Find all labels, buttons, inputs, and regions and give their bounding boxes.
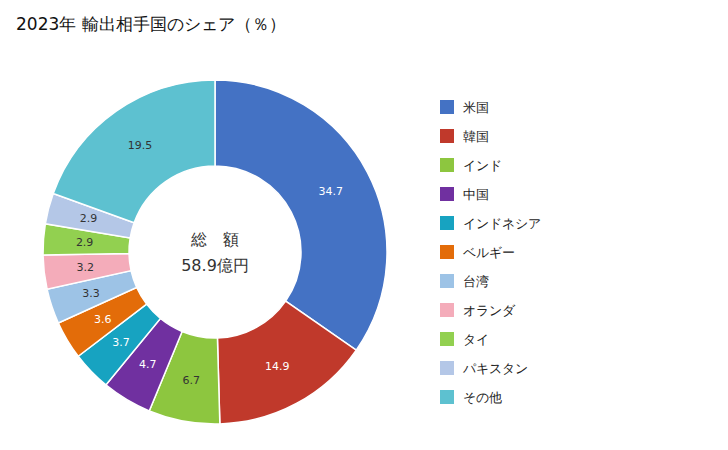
center-label: 58.9億円 bbox=[181, 256, 249, 275]
legend-swatch bbox=[440, 245, 454, 259]
background bbox=[0, 0, 728, 450]
legend-swatch bbox=[440, 361, 454, 375]
legend-label: オランダ bbox=[463, 303, 516, 318]
legend-label: 中国 bbox=[463, 187, 489, 202]
data-label: 3.2 bbox=[76, 261, 94, 274]
data-label: 2.9 bbox=[76, 236, 94, 249]
legend-swatch bbox=[440, 100, 454, 114]
legend-label: その他 bbox=[463, 390, 502, 405]
legend-label: ベルギー bbox=[463, 245, 515, 260]
slice bbox=[217, 301, 356, 424]
data-label: 34.7 bbox=[319, 185, 344, 198]
legend-swatch bbox=[440, 390, 454, 404]
chart-svg: 2023年 輸出相手国のシェア（％） 34.7 14.9 6.7 4.7 3.73.6 3.… bbox=[0, 0, 728, 450]
data-label: 6.7 bbox=[183, 374, 201, 387]
legend-swatch bbox=[440, 158, 454, 172]
title: 2023年 輸出相手国のシェア（％） bbox=[16, 14, 286, 34]
data-labels: 34.7 14.9 6.7 4.7 3.73.6 3.3 3.2 2.9 2.9 19.5 bbox=[76, 139, 343, 388]
data-label: 3.3 bbox=[82, 287, 100, 300]
legend-label: 韓国 bbox=[463, 129, 489, 144]
chart-container: 2023年 輸出相手国のシェア（％） 34.7 14.9 6.7 4.7 3.73.6 3.… bbox=[0, 0, 728, 450]
legend-label: タイ bbox=[463, 332, 489, 347]
slice bbox=[43, 253, 131, 289]
slices bbox=[43, 80, 387, 424]
data-label: 2.9 bbox=[80, 212, 98, 225]
slice bbox=[53, 80, 215, 223]
data-label: 3.7 bbox=[112, 336, 130, 349]
data-label: 19.5 bbox=[128, 139, 153, 152]
legend-swatch bbox=[440, 274, 454, 288]
legend-swatch bbox=[440, 187, 454, 201]
data-label: 3.6 bbox=[94, 313, 112, 326]
legend-swatch bbox=[440, 129, 454, 143]
slice bbox=[215, 80, 387, 350]
center-label: 総 額 bbox=[190, 230, 239, 249]
legend-label: 台湾 bbox=[463, 274, 489, 289]
legend-swatch bbox=[440, 332, 454, 346]
legend-swatch bbox=[440, 303, 454, 317]
legend-label: インド bbox=[463, 158, 502, 173]
legend: 米国韓国インド中国インドネシアベルギー台湾オランダタイパキスタンその他 bbox=[440, 100, 541, 405]
data-label: 4.7 bbox=[139, 358, 157, 371]
legend-label: 米国 bbox=[463, 100, 489, 115]
legend-swatch bbox=[440, 216, 454, 230]
legend-label: インドネシア bbox=[463, 216, 541, 231]
data-label: 14.9 bbox=[265, 360, 290, 373]
legend-label: パキスタン bbox=[462, 361, 528, 376]
